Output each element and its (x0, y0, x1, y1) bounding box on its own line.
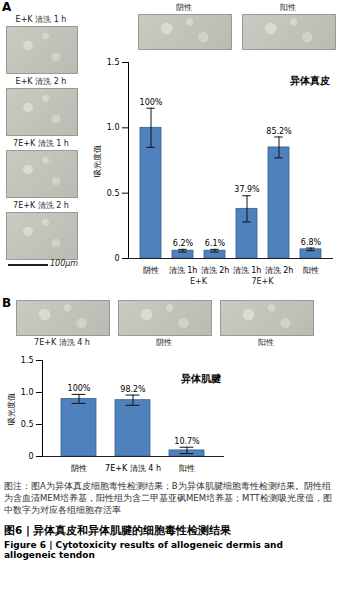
svg-text:异体真皮: 异体真皮 (289, 75, 330, 86)
svg-text:0: 0 (28, 452, 33, 461)
svg-text:0.5: 0.5 (21, 420, 34, 429)
svg-text:100%: 100% (140, 98, 163, 107)
svg-text:1.5: 1.5 (107, 58, 120, 67)
svg-text:6.1%: 6.1% (205, 239, 226, 248)
svg-text:清洗 2h: 清洗 2h (265, 266, 294, 275)
svg-text:100%: 100% (68, 384, 91, 393)
svg-text:1.5: 1.5 (21, 356, 34, 365)
svg-text:清洗 1h: 清洗 1h (169, 266, 198, 275)
html-text:E+K 清洗 1 h: E+K 清洗 1 h (15, 15, 67, 24)
svg-text:7E+K: 7E+K (251, 277, 274, 286)
html-text:7E+K 清洗 1 h: 7E+K 清洗 1 h (13, 139, 69, 148)
svg-text:6.8%: 6.8% (301, 238, 322, 247)
html-text:阴性: 阴性 (176, 3, 192, 12)
svg-text:7E+K 清洗 4 h: 7E+K 清洗 4 h (105, 464, 161, 473)
svg-text:37.9%: 37.9% (234, 185, 260, 194)
html-text:7E+K 清洗 2 h: 7E+K 清洗 2 h (13, 201, 69, 210)
html-text:阳性: 阳性 (280, 3, 296, 12)
html-text:7E+K 清洗 4 h: 7E+K 清洗 4 h (34, 338, 90, 347)
html-text:图注：图A为异体真皮细胞毒性检测结果；B为异体肌腱细胞毒性检: 图注：图A为异体真皮细胞毒性检测结果；B为异体肌腱细胞毒性检测结果。阴性组为含血… (4, 481, 332, 515)
svg-text:E+K: E+K (190, 277, 208, 286)
svg-text:阳性: 阳性 (179, 464, 195, 473)
svg-text:阴性: 阴性 (143, 266, 159, 275)
svg-text:异体肌腱: 异体肌腱 (180, 373, 221, 384)
svg-text:98.2%: 98.2% (120, 385, 146, 394)
svg-text:0: 0 (114, 254, 119, 263)
svg-text:吸光度值: 吸光度值 (93, 145, 102, 177)
svg-text:阴性: 阴性 (71, 464, 87, 473)
html-text:B: B (2, 296, 12, 310)
html-text:E+K 清洗 2 h: E+K 清洗 2 h (15, 77, 67, 86)
svg-text:10.7%: 10.7% (174, 437, 200, 446)
svg-text:1.0: 1.0 (107, 123, 120, 132)
svg-text:阳性: 阳性 (303, 266, 319, 275)
svg-text:清洗 1h: 清洗 1h (233, 266, 262, 275)
html-text:A: A (2, 0, 12, 14)
svg-text:85.2%: 85.2% (266, 127, 292, 136)
html-text:100μm: 100μm (50, 259, 79, 268)
html-text:Figure 6 | Cytotoxicity result: Figure 6 | Cytotoxicity results of allog… (4, 540, 283, 560)
svg-text:清洗 2h: 清洗 2h (201, 266, 230, 275)
html-text:图6 | 异体真皮和异体肌腱的细胞毒性检测结果: 图6 | 异体真皮和异体肌腱的细胞毒性检测结果 (4, 524, 232, 536)
html-text:阴性: 阴性 (156, 338, 172, 347)
svg-text:0.5: 0.5 (107, 189, 120, 198)
svg-text:1.0: 1.0 (21, 388, 34, 397)
svg-text:吸光度值: 吸光度值 (7, 393, 16, 425)
svg-text:6.2%: 6.2% (173, 239, 194, 248)
html-text:阳性: 阳性 (258, 338, 274, 347)
